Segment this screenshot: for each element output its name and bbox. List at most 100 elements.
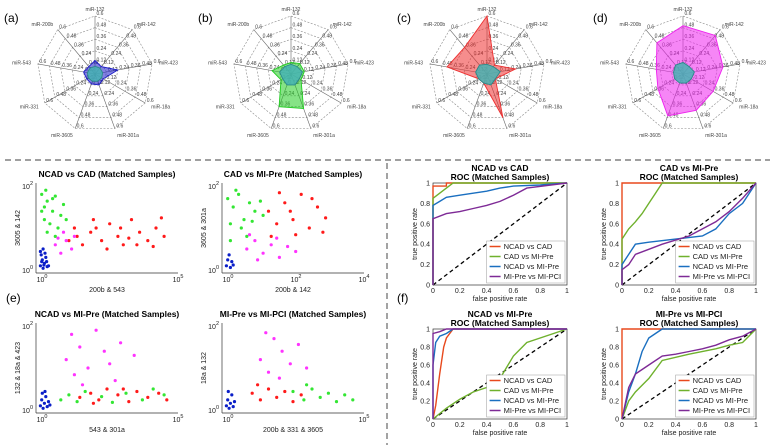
- roc-legend-label: MI-Pre vs MI-PCI: [693, 272, 751, 281]
- radar-tick-label: 0.6: [147, 98, 154, 104]
- roc-y-tick: 0: [615, 283, 619, 290]
- scatter-point-magenta: [64, 239, 68, 243]
- roc-y-tick: 1: [426, 181, 430, 188]
- scatter-point-green: [40, 209, 44, 213]
- radar-tick-label: 0.24: [119, 65, 129, 71]
- scatter-point-red: [121, 387, 125, 391]
- scatter-point-red: [154, 226, 158, 230]
- scatter-x-tick: 105: [173, 274, 184, 284]
- scatter-point-green: [140, 398, 144, 402]
- radar-tick-label: 0.48: [725, 92, 735, 98]
- radar-ring: [463, 50, 511, 97]
- radar-axis-label: miR-200b: [424, 22, 446, 28]
- radar-tick-label: 0.48: [730, 61, 740, 67]
- scatter-point-green: [42, 218, 47, 222]
- scatter-point-green: [261, 213, 265, 217]
- scatter-point-green: [83, 389, 87, 394]
- radar-tick-label: 0.12: [100, 80, 110, 86]
- radar-axis-label: miR-301a: [117, 133, 139, 139]
- radar-tick-label: 0.6: [704, 124, 711, 130]
- radar-tick-label: 0.6: [46, 98, 53, 104]
- scatter-point-red: [119, 226, 123, 230]
- radar-tick-label: 0.12: [293, 57, 303, 63]
- roc-legend-label: NCAD vs MI-Pre: [504, 262, 559, 271]
- radar-axis-label: miR-132: [478, 7, 497, 13]
- scatter-point-red: [299, 192, 303, 196]
- roc-y-tick: 0: [615, 417, 619, 424]
- scatter-point-blue: [227, 406, 231, 410]
- radar-tick-label: 0.12: [104, 60, 114, 66]
- radar-tick-label: 0.48: [448, 92, 458, 98]
- scatter-point-red: [250, 391, 254, 395]
- scatter-point-green: [310, 387, 314, 391]
- scatter-point-magenta: [256, 258, 260, 262]
- radar-tick-label: 0.24: [315, 65, 325, 71]
- scatter-point-red: [116, 234, 120, 238]
- radar-ring: [233, 15, 349, 129]
- radar-tick-label: 0.24: [481, 91, 491, 97]
- radar-tick-label: 0.48: [669, 113, 679, 119]
- panel-label-a: (a): [4, 11, 19, 25]
- radar-tick-label: 0.6: [526, 25, 533, 31]
- scatter-point-green: [318, 395, 322, 399]
- radar-tick-label: 0.48: [56, 92, 66, 98]
- radar-tick-label: 0.6: [431, 59, 438, 65]
- scatter-point-blue: [231, 263, 235, 267]
- scatter-point-green: [100, 395, 104, 399]
- radar-tick-label: 0.36: [489, 34, 499, 40]
- roc-y-tick: 0.6: [420, 363, 430, 370]
- radar-tick-label: 0.6: [242, 98, 249, 104]
- scatter-y-label: 3605 & 301a: [201, 208, 208, 248]
- roc-x-tick: 1: [565, 288, 569, 295]
- scatter-point-green: [42, 205, 47, 209]
- roc-legend-label: CAD vs MI-Pre: [504, 386, 554, 395]
- scatter-point-magenta: [305, 366, 309, 370]
- roc-curve: [621, 182, 756, 285]
- scatter-point-green: [291, 389, 295, 394]
- radar-tick-label: 0.6: [508, 124, 515, 130]
- scatter-point-blue: [42, 401, 47, 405]
- radar-tick-label: 0.48: [685, 23, 695, 29]
- roc-x-tick: 0.4: [671, 422, 681, 429]
- radar-ring: [625, 15, 741, 129]
- scatter-point-magenta: [294, 249, 298, 254]
- roc-y-tick: 0.8: [609, 201, 619, 208]
- radar-tick-label: 0.6: [255, 25, 262, 31]
- scatter-point-blue: [230, 393, 234, 397]
- radar-tick-label: 0.48: [126, 33, 136, 39]
- scatter-x-label: 200b & 142: [275, 287, 311, 294]
- scatter-x-tick: 100: [37, 274, 48, 284]
- radar-tick-label: 0.6: [742, 59, 749, 65]
- roc-x-tick: 0: [431, 422, 435, 429]
- panel-label-b: (b): [198, 11, 213, 25]
- radar-axis-label: miR-142: [137, 22, 156, 28]
- scatter-point-magenta: [277, 376, 281, 380]
- radar-tick-label: 0.6: [627, 59, 634, 65]
- radar-tick-label: 0.36: [500, 102, 510, 108]
- scatter-y-tick: 102: [22, 181, 33, 191]
- radar-tick-label: 0.24: [313, 81, 323, 87]
- scatter-point-red: [275, 395, 279, 399]
- roc-x-tick: 0.8: [535, 288, 545, 295]
- scatter-point-magenta: [288, 362, 292, 366]
- radar-tick-label: 0.36: [66, 86, 76, 92]
- scatter-point-blue: [232, 400, 237, 404]
- roc-y-tick: 0.8: [609, 345, 619, 352]
- scatter-point-red: [91, 218, 95, 222]
- scatter-y-tick: 100: [22, 405, 33, 415]
- radar-axis-label: miR-543: [208, 61, 227, 67]
- scatter-point-red: [105, 247, 109, 251]
- radar-tick-label: 0.6: [546, 59, 553, 65]
- scatter-point-green: [239, 226, 243, 230]
- scatter-point-green: [40, 192, 44, 196]
- radar-tick-label: 0.36: [74, 42, 84, 48]
- roc-legend-label: CAD vs MI-Pre: [693, 252, 743, 261]
- radar-axis-label: miR-331: [20, 105, 39, 111]
- radar-axis-label: miR-3605: [51, 133, 73, 139]
- roc-x-tick: 0.2: [455, 422, 465, 429]
- roc-chance-line: [432, 328, 568, 420]
- scatter-point-magenta: [78, 345, 82, 349]
